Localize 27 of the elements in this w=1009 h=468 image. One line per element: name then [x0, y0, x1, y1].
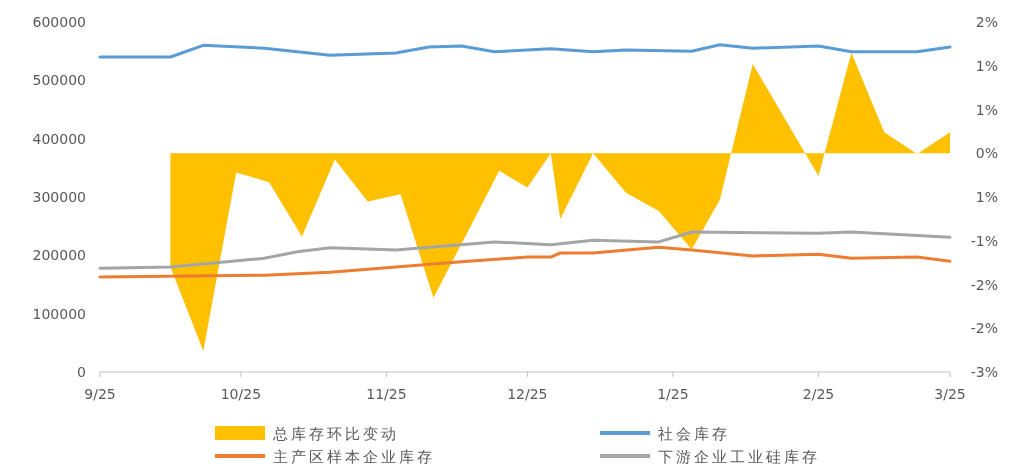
y2-tick-label: 1% [975, 57, 998, 74]
y-tick-label: 600000 [32, 14, 86, 30]
y2-tick-label: 2% [975, 14, 998, 30]
y-tick-label: 100000 [32, 305, 86, 322]
y2-tick-label: -2% [970, 276, 998, 293]
y-tick-label: 0 [77, 364, 86, 380]
x-tick-label: 3/25 [934, 386, 966, 402]
y2-tick-label: -1% [970, 232, 998, 249]
y2-tick-label: -3% [970, 364, 998, 380]
legend-label: 社会库存 [658, 425, 730, 443]
x-tick-label: 12/25 [507, 386, 548, 402]
x-tick-label: 11/25 [366, 386, 407, 402]
legend-label: 总库存环比变动 [272, 425, 399, 443]
y-tick-label: 300000 [32, 189, 86, 205]
y2-tick-label: -2% [970, 320, 998, 337]
y-tick-label: 500000 [32, 72, 86, 89]
legend-label: 下游企业工业硅库存 [658, 448, 820, 466]
y-tick-label: 400000 [32, 130, 86, 147]
y2-tick-label: 1% [975, 189, 998, 205]
y2-tick-label: 1% [975, 101, 998, 118]
x-tick-label: 9/25 [84, 386, 116, 402]
y2-tick-label: 0% [975, 145, 998, 162]
y-tick-label: 200000 [32, 247, 86, 264]
x-tick-label: 2/25 [802, 386, 835, 402]
x-tick-label: 1/25 [657, 386, 689, 402]
x-tick-label: 10/25 [220, 386, 262, 402]
legend-label: 主产区样本企业库存 [273, 448, 435, 466]
